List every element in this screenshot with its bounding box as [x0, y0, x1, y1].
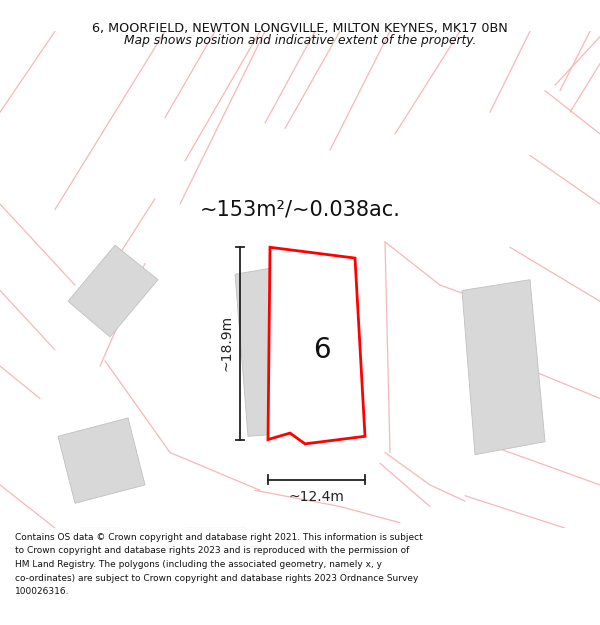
- Text: 6: 6: [313, 336, 331, 364]
- Text: to Crown copyright and database rights 2023 and is reproduced with the permissio: to Crown copyright and database rights 2…: [15, 546, 409, 555]
- Polygon shape: [68, 245, 158, 337]
- Text: HM Land Registry. The polygons (including the associated geometry, namely x, y: HM Land Registry. The polygons (includin…: [15, 560, 382, 569]
- Text: ~153m²/~0.038ac.: ~153m²/~0.038ac.: [200, 199, 400, 219]
- Text: 6, MOORFIELD, NEWTON LONGVILLE, MILTON KEYNES, MK17 0BN: 6, MOORFIELD, NEWTON LONGVILLE, MILTON K…: [92, 22, 508, 35]
- Polygon shape: [462, 280, 545, 454]
- Text: ~18.9m: ~18.9m: [219, 316, 233, 371]
- Text: ~12.4m: ~12.4m: [289, 490, 344, 504]
- Text: Map shows position and indicative extent of the property.: Map shows position and indicative extent…: [124, 34, 476, 48]
- Polygon shape: [58, 418, 145, 503]
- Text: 100026316.: 100026316.: [15, 588, 70, 596]
- Text: Contains OS data © Crown copyright and database right 2021. This information is : Contains OS data © Crown copyright and d…: [15, 532, 423, 541]
- Polygon shape: [268, 248, 365, 444]
- Polygon shape: [235, 264, 320, 436]
- Text: co-ordinates) are subject to Crown copyright and database rights 2023 Ordnance S: co-ordinates) are subject to Crown copyr…: [15, 574, 418, 582]
